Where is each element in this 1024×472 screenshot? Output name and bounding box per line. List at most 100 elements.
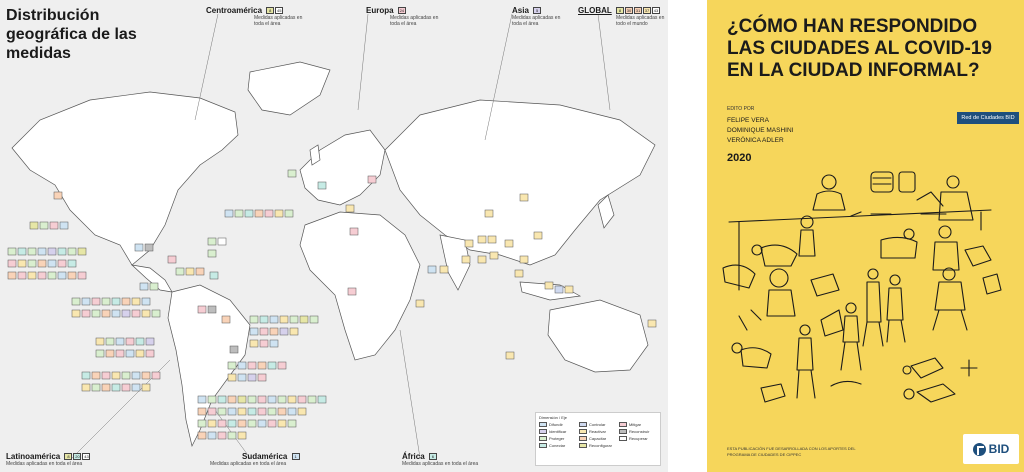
measure-badge: 31	[634, 7, 643, 15]
legend-label: Identificar	[549, 429, 567, 434]
region-centroamerica: Centroamérica 8 45 Medidas aplicadas en t…	[206, 6, 310, 27]
map-legend: Dimensión / Eje Difundir Controlar Mitigar…	[535, 412, 661, 466]
region-subtitle: Medidas aplicadas en toda el área	[254, 15, 303, 27]
legend-label: Controlar	[589, 422, 606, 427]
region-subtitle: Medidas aplicadas en toda el área	[6, 461, 83, 467]
region-name: Centroamérica	[206, 6, 263, 15]
uk-shape	[309, 144, 321, 166]
measure-badge: 43	[652, 7, 661, 15]
measure-badge: 6	[428, 453, 437, 461]
measure-badge: 8	[266, 7, 275, 15]
region-subtitle: Medidas aplicadas en todo el mundo	[616, 15, 665, 27]
measure-badge: 45	[275, 7, 284, 15]
legend-label: Recuperar	[629, 436, 648, 441]
network-tag: Red de Ciudades BID	[957, 112, 1019, 124]
badge-cluster-misc	[53, 169, 657, 360]
legend-item: Mitigar	[619, 422, 657, 427]
legend-item: Capacitar	[579, 436, 617, 441]
region-name: Europa	[366, 6, 394, 15]
legend-item: Identificar	[539, 429, 577, 434]
bid-logo-mark	[972, 442, 986, 456]
legend-item: Reconstruir	[619, 429, 657, 434]
measure-badge: 20	[73, 453, 82, 461]
legend-item: Reconfigurar	[579, 443, 617, 448]
badge-cluster-north-america	[7, 221, 87, 280]
editor-name: FELIPE VERA	[727, 117, 769, 124]
map-infographic: Distribución geográfica de las medidas C…	[0, 0, 668, 472]
legend-label: Conectar	[549, 443, 566, 448]
region-africa: África 6 Medidas aplicadas en toda el ár…	[402, 452, 478, 467]
japan-shape	[597, 194, 615, 229]
region-name: Latinoamérica	[6, 452, 61, 461]
greenland-shape	[247, 61, 331, 116]
region-name: África	[402, 452, 425, 461]
cover-title: ¿CÓMO HAN RESPONDIDO LAS CIUDADES AL COV…	[727, 16, 992, 81]
region-subtitle: Medidas aplicadas en toda el área	[390, 15, 439, 27]
legend-swatch	[579, 422, 587, 427]
region-europa: Europa 24 Medidas aplicadas en toda el á…	[366, 6, 446, 27]
legend-title: Dimensión / Eje	[539, 415, 568, 420]
measure-badge: 1	[291, 453, 300, 461]
legend-item: Recuperar	[619, 436, 657, 441]
legend-swatch	[619, 436, 627, 441]
region-asia: Asia 5 Medidas aplicadas en toda el área	[512, 6, 568, 27]
legend-swatch	[619, 429, 627, 434]
legend-item: Proteger	[539, 436, 577, 441]
region-subtitle: Medidas aplicadas en toda el área	[512, 15, 561, 27]
legend-swatch	[579, 436, 587, 441]
legend-item: Controlar	[579, 422, 617, 427]
house-frame	[728, 209, 992, 223]
region-global: GLOBAL 8 30 31 37 43 Medidas aplicadas en to…	[578, 6, 668, 27]
editor-label: EDITO POR	[727, 106, 755, 112]
map-title: Distribución geográfica de las medidas	[6, 7, 137, 62]
measure-badge: 8	[64, 453, 73, 461]
region-subtitle: Medidas aplicadas en toda el área	[402, 461, 479, 467]
legend-label: Reconstruir	[629, 429, 650, 434]
editor-name: VERÓNICA ADLER	[727, 137, 784, 144]
cover-year: 2020	[727, 152, 752, 164]
world-map	[7, 13, 657, 459]
legend-label: Reconfigurar	[589, 443, 612, 448]
legend-label: Mitigar	[629, 422, 642, 427]
asia-shape	[384, 99, 656, 266]
europe-shape	[299, 129, 386, 206]
legend-swatch	[539, 436, 547, 441]
measure-badge: 37	[643, 7, 652, 15]
measure-badge: 5	[533, 7, 542, 15]
measure-badge: 43	[82, 453, 91, 461]
bid-logo-text: BID	[988, 442, 1010, 456]
legend-label: Capacitar	[589, 436, 607, 441]
australia-shape	[547, 299, 649, 373]
editor-name: DOMINIQUE MASHINI	[727, 127, 794, 134]
legend-label: Difundir	[549, 422, 563, 427]
north-america-shape	[11, 91, 239, 266]
region-name: Asia	[512, 6, 529, 15]
legend-item: Reactivar	[579, 429, 617, 434]
measure-badge: 30	[625, 7, 634, 15]
region-name: GLOBAL	[578, 6, 612, 15]
indonesia-shape	[519, 281, 582, 301]
region-subtitle: Medidas aplicadas en toda el área	[210, 461, 287, 467]
region-name: Sudamérica	[242, 452, 288, 461]
line-illustration	[722, 171, 1002, 403]
bid-logo: BID	[963, 434, 1019, 464]
figure-head	[821, 174, 837, 190]
legend-item: Difundir	[539, 422, 577, 427]
legend-swatch	[539, 443, 547, 448]
legend-swatch	[579, 429, 587, 434]
measure-badge: 8	[616, 7, 625, 15]
legend-swatch	[539, 429, 547, 434]
region-sudamerica: Sudamérica 1 Medidas aplicadas en toda e…	[210, 452, 300, 467]
legend-item: Conectar	[539, 443, 577, 448]
legend-swatch	[579, 443, 587, 448]
measure-badge: 24	[397, 7, 406, 15]
legend-label: Reactivar	[589, 429, 606, 434]
legend-swatch	[619, 422, 627, 427]
report-cover: ¿CÓMO HAN RESPONDIDO LAS CIUDADES AL COV…	[707, 0, 1024, 472]
cover-footer-note: ESTA PUBLICACIÓN FUE DESARROLLADA CON LO…	[727, 446, 856, 457]
legend-swatch	[539, 422, 547, 427]
legend-label: Proteger	[549, 436, 565, 441]
legend-grid: Difundir Controlar Mitigar Identificar React…	[539, 422, 657, 448]
editor-list: FELIPE VERA DOMINIQUE MASHINI VERÓNICA A…	[727, 116, 793, 146]
badge-cluster-south-america	[71, 297, 327, 440]
